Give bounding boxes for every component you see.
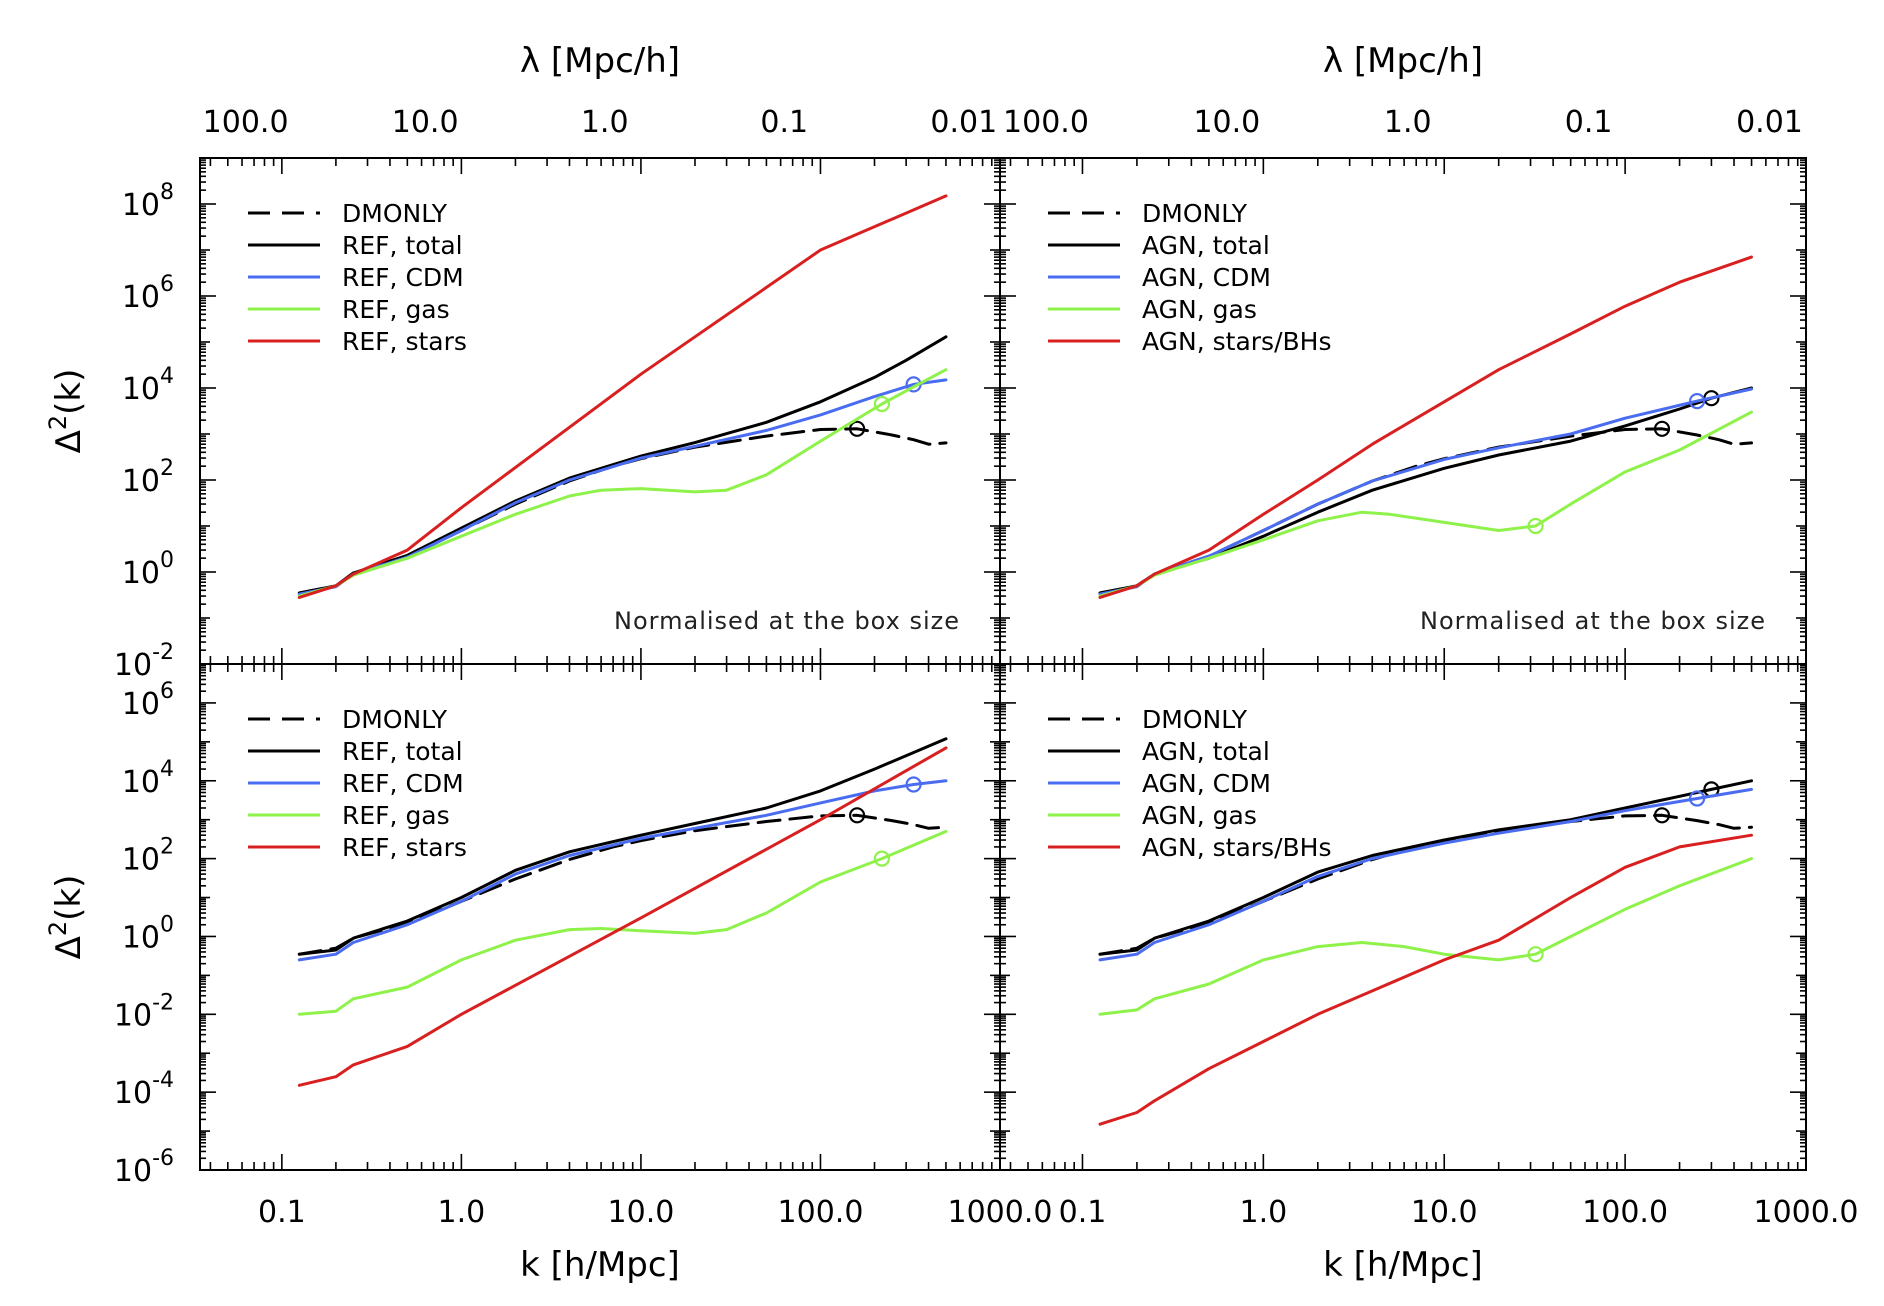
y-tick-label: 10-2 [114, 640, 174, 683]
legend-label: REF, CDM [342, 263, 464, 292]
y-tick-label: 102 [122, 456, 174, 499]
top-tick-label: 10.0 [392, 105, 459, 140]
legend-label: REF, total [342, 737, 463, 766]
top-tick-label: 0.01 [930, 105, 997, 140]
bottom-tick-label: 10.0 [608, 1195, 675, 1230]
normalisation-note: Normalised at the box size [1420, 607, 1766, 635]
y-tick-label: 100 [122, 912, 174, 955]
y-tick-label: 106 [122, 272, 174, 315]
legend-label: REF, gas [342, 295, 450, 324]
y-tick-label: 10-2 [114, 990, 174, 1033]
series-line-agn-stars-bhs [1098, 833, 1753, 1126]
y-tick-label: 104 [122, 364, 174, 407]
bottom-tick-label: 1000.0 [1754, 1195, 1859, 1230]
series-marker [1653, 420, 1671, 437]
panel-frame [999, 663, 1807, 1171]
top-axis-title: λ [Mpc/h] [520, 41, 680, 81]
series-line-ref-stars [297, 746, 948, 1087]
bottom-tick-label: 100.0 [778, 1195, 864, 1230]
bottom-tick-label: 1000.0 [948, 1195, 1053, 1230]
y-tick-label: 104 [122, 757, 174, 800]
y-tick-label: 108 [122, 180, 174, 223]
series-line-ref-gas [297, 368, 948, 598]
top-tick-label: 100.0 [1003, 105, 1089, 140]
legend: DMONLY AGN, total AGN, CDM AGN, gas AGN, sta… [1048, 705, 1331, 862]
legend-label: AGN, CDM [1142, 263, 1271, 292]
series-marker [848, 807, 866, 824]
y-tick-label: 10-6 [114, 1146, 174, 1189]
legend-label: DMONLY [1142, 199, 1248, 228]
series-marker [1653, 807, 1671, 824]
y-axis-title: Δ2(k) [44, 369, 89, 454]
legend-label: REF, stars [342, 833, 467, 862]
legend-label: AGN, total [1142, 737, 1270, 766]
top-tick-label: 0.01 [1736, 105, 1803, 140]
bottom-tick-label: 1.0 [1239, 1195, 1287, 1230]
legend-label: AGN, gas [1142, 295, 1257, 324]
legend-label: AGN, CDM [1142, 769, 1271, 798]
bottom-tick-label: 0.1 [258, 1195, 306, 1230]
legend-label: DMONLY [342, 705, 448, 734]
top-tick-label: 0.1 [1565, 105, 1613, 140]
legend-label: AGN, total [1142, 231, 1270, 260]
legend-label: REF, gas [342, 801, 450, 830]
series-marker [905, 776, 922, 793]
bottom-tick-label: 10.0 [1411, 1195, 1478, 1230]
series-line-agn-gas [1098, 857, 1753, 1016]
legend-label: AGN, stars/BHs [1142, 327, 1331, 356]
top-tick-label: 1.0 [581, 105, 629, 140]
normalisation-note: Normalised at the box size [614, 607, 960, 635]
top-tick-label: 0.1 [760, 105, 808, 140]
series-line-ref-gas [297, 829, 948, 1016]
bottom-tick-label: 100.0 [1582, 1195, 1668, 1230]
bottom-axis-title: k [h/Mpc] [520, 1245, 680, 1285]
series-marker [848, 420, 866, 437]
series-marker [1527, 946, 1544, 963]
y-tick-label: 10-4 [114, 1068, 174, 1111]
series-marker [1688, 790, 1706, 807]
panel-bottom-right [1098, 779, 1753, 1126]
y-tick-label: 106 [122, 679, 174, 722]
legend-label: REF, CDM [342, 769, 464, 798]
legend: DMONLY REF, total REF, CDM REF, gas REF, sta… [248, 705, 467, 862]
top-axis-title: λ [Mpc/h] [1323, 41, 1483, 81]
legend-label: REF, stars [342, 327, 467, 356]
series-marker [1527, 517, 1544, 535]
series-line-ref-total [297, 737, 948, 956]
panel-top-left [297, 194, 948, 599]
series-line-agn-cdm [1098, 787, 1753, 962]
series-line-agn-gas [1098, 410, 1753, 598]
bottom-tick-label: 0.1 [1059, 1195, 1107, 1230]
legend-label: AGN, gas [1142, 801, 1257, 830]
panel-bottom-left [297, 737, 948, 1087]
y-tick-label: 102 [122, 835, 174, 878]
series-line-agn-stars-bhs [1098, 255, 1753, 599]
legend-label: DMONLY [1142, 705, 1248, 734]
bottom-tick-label: 1.0 [438, 1195, 486, 1230]
y-axis-title: Δ2(k) [44, 875, 89, 960]
bottom-axis-title: k [h/Mpc] [1323, 1245, 1483, 1285]
series-line-agn-total [1098, 779, 1753, 956]
legend-label: DMONLY [342, 199, 448, 228]
y-tick-label: 100 [122, 548, 174, 591]
top-tick-label: 100.0 [203, 105, 289, 140]
series-marker [1688, 393, 1706, 410]
series-marker [873, 850, 891, 867]
legend-label: REF, total [342, 231, 463, 260]
legend: DMONLY REF, total REF, CDM REF, gas REF, sta… [248, 199, 467, 356]
series-marker [873, 395, 891, 413]
series-line-ref-stars [297, 194, 948, 599]
legend: DMONLY AGN, total AGN, CDM AGN, gas AGN, sta… [1048, 199, 1331, 356]
top-tick-label: 1.0 [1384, 105, 1432, 140]
legend-label: AGN, stars/BHs [1142, 833, 1331, 862]
top-tick-label: 10.0 [1193, 105, 1260, 140]
panel-top-right [1098, 255, 1753, 599]
